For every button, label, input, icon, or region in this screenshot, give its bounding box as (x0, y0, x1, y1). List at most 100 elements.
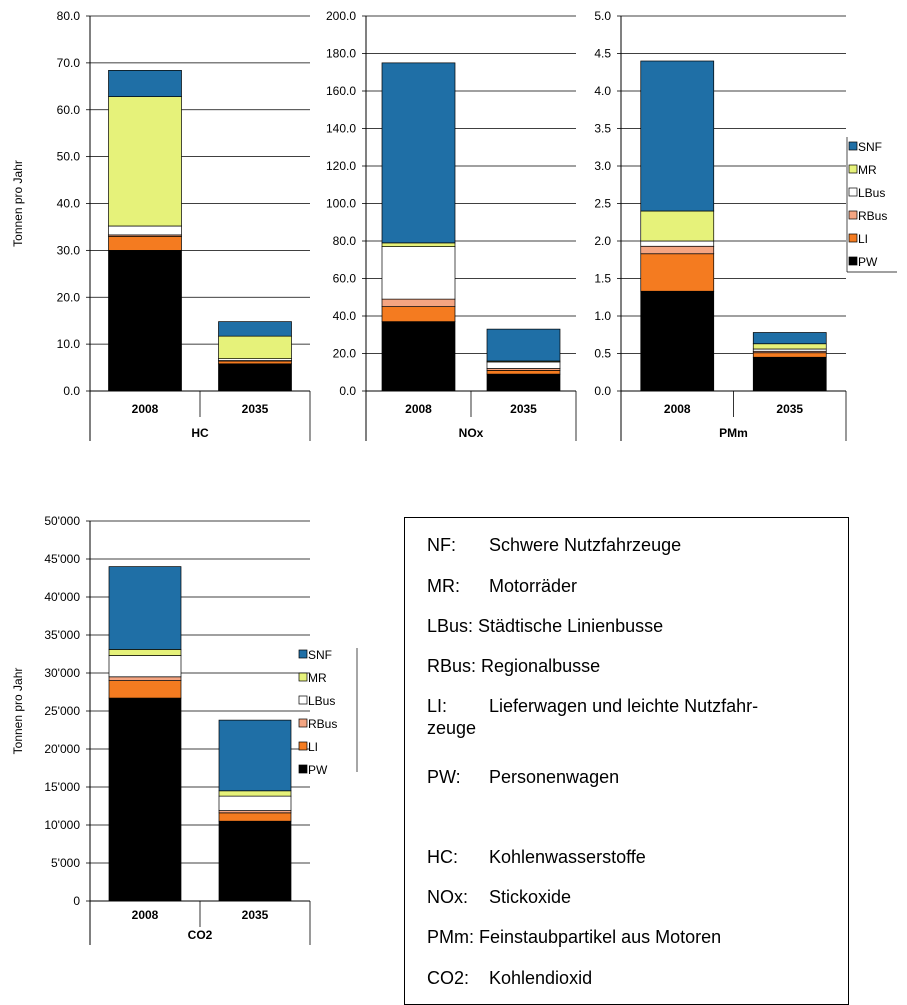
y-tick-label: 3.0 (594, 159, 611, 173)
glossary-abbr: RBus: (427, 656, 477, 676)
y-tick-label: 50'000 (44, 514, 80, 528)
y-tick-label: 1.5 (594, 272, 611, 286)
bar-pw-2008 (381, 321, 456, 392)
legend-swatch-mr (298, 672, 308, 682)
legend-label-lbus: LBus (308, 694, 335, 708)
bar-li-2035 (752, 352, 827, 358)
y-tick-label: 20.0 (57, 290, 81, 304)
y-tick-label: 40'000 (44, 590, 80, 604)
legend-label-snf: SNF (308, 648, 332, 662)
y-tick-label: 80.0 (333, 234, 357, 248)
bar-snf-2035 (218, 321, 292, 337)
bar-snf-2008 (381, 62, 456, 244)
bar-mr-2035 (752, 343, 827, 350)
glossary-entry: PW: Personenwagen (427, 766, 827, 788)
glossary-text: Schwere Nutzfahrzeuge (489, 535, 682, 555)
legend: SNF MR LBus RBus LI PW (298, 648, 358, 777)
legend-swatch-pw (298, 764, 308, 774)
bar-lbus-2008 (108, 225, 182, 236)
y-tick-label: 4.5 (594, 47, 611, 61)
group-label: HC (191, 426, 209, 440)
glossary-abbr: HC: (427, 847, 458, 867)
bar-lbus-2035 (486, 361, 561, 369)
category-label: 2035 (510, 402, 537, 416)
group-label: NOx (459, 426, 484, 440)
glossary-text-continued: zeuge (427, 718, 477, 738)
y-tick-label: 25'000 (44, 704, 80, 718)
legend-swatch-pw (848, 256, 858, 266)
bar-rbus-2008 (108, 676, 182, 681)
legend-label-lbus: LBus (858, 186, 885, 200)
glossary-entry: NF: Schwere Nutzfahrzeuge (427, 534, 827, 556)
bar-mr-2008 (108, 649, 182, 656)
y-tick-label: 35'000 (44, 628, 80, 642)
glossary-text: Feinstaubpartikel aus Motoren (479, 927, 722, 947)
y-tick-label: 50.0 (57, 150, 81, 164)
category-label: 2008 (132, 402, 159, 416)
bar-mr-2008 (108, 96, 182, 227)
y-tick-label: 1.0 (594, 309, 611, 323)
bar-pw-2035 (486, 373, 561, 392)
legend-label-rbus: RBus (858, 209, 887, 223)
legend-label-snf: SNF (858, 140, 882, 154)
glossary-box: NF: Schwere Nutzfahrzeuge MR: Motorräder LBu… (404, 517, 849, 1005)
bar-snf-2035 (218, 719, 292, 792)
y-tick-label: 0.5 (594, 347, 611, 361)
legend-label-li: LI (308, 740, 318, 754)
glossary-abbr: CO2: (427, 968, 470, 988)
y-tick-label: 70.0 (57, 56, 81, 70)
y-tick-label: 10'000 (44, 818, 80, 832)
category-label: 2008 (405, 402, 432, 416)
glossary-entry: LI: Lieferwagen und leichte Nutzfahr-zeug… (427, 695, 827, 739)
glossary-abbr: PMm: (427, 927, 474, 947)
glossary-text: Stickoxide (489, 887, 572, 907)
bar-snf-2008 (108, 70, 182, 97)
y-tick-label: 0 (73, 894, 80, 908)
bar-rbus-2008 (381, 298, 456, 307)
bar-lbus-2008 (108, 655, 182, 678)
y-tick-label: 120.0 (326, 159, 356, 173)
glossary-text: Personenwagen (489, 767, 620, 787)
y-tick-label: 20.0 (333, 347, 357, 361)
legend-swatch-snf (848, 141, 858, 151)
bar-pw-2008 (108, 697, 182, 902)
y-tick-label: 2.0 (594, 234, 611, 248)
y-tick-label: 140.0 (326, 122, 356, 136)
group-label: PMm (719, 426, 748, 440)
category-label: 2035 (242, 402, 269, 416)
y-tick-label: 60.0 (333, 272, 357, 286)
y-tick-label: 30'000 (44, 666, 80, 680)
y-tick-label: 100.0 (326, 197, 356, 211)
glossary-text: Städtische Linienbusse (478, 616, 664, 636)
legend-label-pw: PW (308, 763, 328, 777)
bar-lbus-2008 (381, 246, 456, 300)
glossary-text: Lieferwagen und leichte Nutzfahr- (489, 696, 759, 716)
category-label: 2008 (664, 402, 691, 416)
bar-lbus-2035 (218, 795, 292, 811)
chart-hc: 0.0 10.0 20.0 30.0 40.0 50.0 60.0 70.0 80.0 2008 2… (11, 9, 311, 441)
glossary-abbr: PW: (427, 767, 461, 787)
glossary-abbr: MR: (427, 576, 460, 596)
glossary-entry: NOx: Stickoxide (427, 886, 827, 908)
bar-lbus-2008 (640, 240, 715, 247)
bar-li-2035 (218, 360, 292, 365)
glossary-entry: LBus: Städtische Linienbusse (427, 615, 827, 637)
y-axis-label: Tonnen pro Jahr (11, 160, 25, 247)
y-tick-label: 40.0 (57, 197, 81, 211)
chart-nox: 0.0 20.0 40.0 60.0 80.0 100.0 120.0 140.0 160.0 1… (326, 9, 577, 441)
glossary-abbr: LBus: (427, 616, 474, 636)
y-tick-label: 2.5 (594, 197, 611, 211)
legend-swatch-rbus (298, 718, 308, 728)
bar-pw-2008 (108, 250, 182, 392)
glossary-entry: CO2: Kohlendioxid (427, 967, 827, 989)
y-tick-label: 30.0 (57, 243, 81, 257)
glossary-text: Regionalbusse (481, 656, 601, 676)
chart-co2: 0 5'000 10'000 15'000 20'000 25'000 30'000 35'0… (11, 514, 358, 945)
y-tick-label: 0.0 (339, 384, 356, 398)
glossary-abbr: LI: (427, 696, 448, 716)
category-label: 2035 (776, 402, 803, 416)
y-tick-label: 15'000 (44, 780, 80, 794)
bar-snf-2035 (486, 328, 561, 362)
glossary-abbr: NF: (427, 535, 456, 555)
